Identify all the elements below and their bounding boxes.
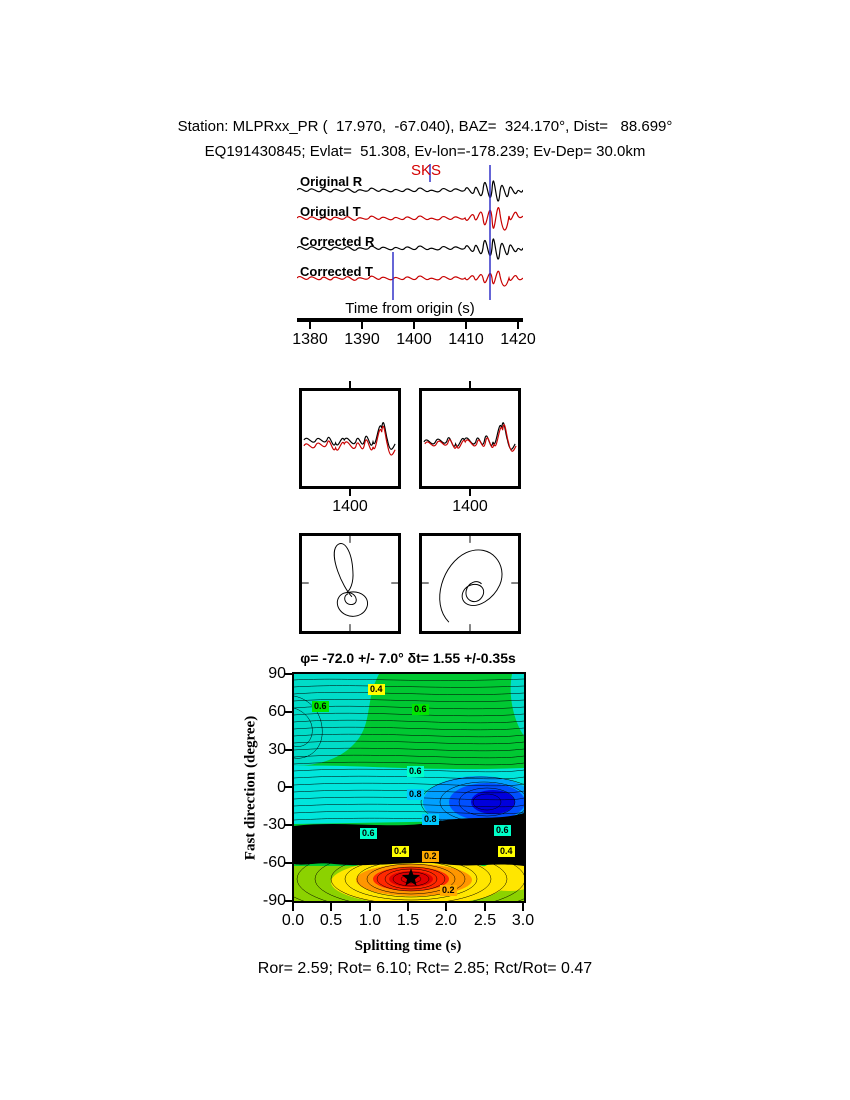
- station-info-line: Station: MLPRxx_PR ( 17.970, -67.040), B…: [177, 118, 673, 135]
- window-panel-original: [299, 388, 401, 489]
- waveform-xaxis-label: Time from origin (s): [345, 300, 475, 317]
- contour-level-label: 0.8: [422, 814, 439, 825]
- contour-level-label: 0.8: [407, 789, 424, 800]
- contour-level-label: 0.2: [440, 885, 457, 896]
- axis-tick: [284, 711, 292, 713]
- contour-ytick-label: 0: [277, 779, 286, 796]
- waveform-xaxis: [297, 318, 523, 322]
- event-info-line: EQ191430845; Evlat= 51.308, Ev-lon=-178.…: [204, 143, 646, 160]
- axis-tick: [413, 322, 415, 329]
- best-fit-star: [401, 868, 421, 886]
- trace-label-corrected-r: Corrected R: [300, 234, 375, 249]
- trace-label-original-r: Original R: [300, 174, 363, 189]
- axis-tick: [284, 862, 292, 864]
- axis-tick: [469, 489, 471, 496]
- hodogram-corrected: [422, 536, 518, 631]
- original-r-trace: [297, 180, 523, 202]
- contour-xtick-label: 0.0: [281, 912, 305, 929]
- corrected-r-trace: [297, 238, 523, 260]
- window-panel-corrected: [419, 388, 521, 489]
- contour-level-label: 0.6: [312, 701, 329, 712]
- axis-tick: [292, 903, 294, 911]
- waveform-xtick-label: 1410: [448, 331, 484, 348]
- axis-tick: [309, 322, 311, 329]
- corrected-t-trace: [297, 270, 523, 287]
- waveform-traces-plot: [297, 164, 523, 300]
- misfit-contour-plot: 0.4 0.6 0.6 0.6 0.8 0.8 0.6 0.6 0.4 0.4 0.2 0.2: [292, 672, 526, 903]
- statistics-line: Ror= 2.59; Rot= 6.10; Rct= 2.85; Rct/Rot…: [257, 960, 593, 977]
- contour-ytick-label: -30: [262, 816, 286, 833]
- waveform-xtick-label: 1390: [344, 331, 380, 348]
- particle-motion-corrected: [419, 533, 521, 634]
- contour-xtick-label: 2.0: [434, 912, 458, 929]
- contour-level-label: 0.4: [498, 846, 515, 857]
- particle-motion-curve: [333, 543, 368, 617]
- contour-xtick-label: 1.5: [396, 912, 420, 929]
- waveform-xtick-label: 1420: [500, 331, 536, 348]
- fast-trace: [303, 422, 396, 450]
- contour-level-label: 0.4: [368, 684, 385, 695]
- axis-tick: [522, 903, 524, 911]
- contour-xtick-label: 0.5: [319, 912, 343, 929]
- axis-tick: [484, 903, 486, 911]
- axis-tick: [284, 900, 292, 902]
- axis-tick: [469, 381, 471, 388]
- particle-motion-curve: [439, 549, 503, 623]
- fast-trace: [423, 422, 516, 450]
- axis-tick: [284, 824, 292, 826]
- axis-tick: [284, 673, 292, 675]
- window-tick-label-right: 1400: [452, 498, 488, 515]
- axis-tick: [349, 381, 351, 388]
- axis-tick: [349, 489, 351, 496]
- axis-tick: [407, 903, 409, 911]
- axis-tick: [465, 322, 467, 329]
- contour-xtick-label: 3.0: [511, 912, 535, 929]
- contour-ytick-label: 90: [268, 665, 286, 682]
- contour-ytick-label: 60: [268, 703, 286, 720]
- axis-tick: [284, 786, 292, 788]
- contour-level-label: 0.6: [494, 825, 511, 836]
- slow-trace: [424, 424, 517, 452]
- hodogram-original: [302, 536, 398, 631]
- trace-label-original-t: Original T: [300, 204, 361, 219]
- contour-level-label: 0.4: [392, 846, 409, 857]
- contour-ytick-label: -60: [262, 854, 286, 871]
- axis-tick: [284, 749, 292, 751]
- contour-ytick-label: -90: [262, 892, 286, 909]
- contour-level-label: 0.2: [422, 851, 439, 862]
- contour-level-label: 0.6: [412, 704, 429, 715]
- upper-contour-lines: [294, 678, 524, 828]
- axis-tick: [445, 903, 447, 911]
- trace-label-corrected-t: Corrected T: [300, 264, 373, 279]
- axis-tick: [361, 322, 363, 329]
- contour-title: φ= -72.0 +/- 7.0° δt= 1.55 +/-0.35s: [300, 650, 516, 666]
- window-traces-corrected: [423, 422, 517, 452]
- contour-ytick-label: 30: [268, 741, 286, 758]
- contour-xaxis-label: Splitting time (s): [354, 938, 462, 954]
- axis-tick: [330, 903, 332, 911]
- slow-trace: [303, 425, 396, 456]
- contour-xtick-label: 2.5: [473, 912, 497, 929]
- particle-motion-original: [299, 533, 401, 634]
- axis-tick: [369, 903, 371, 911]
- waveform-xtick-label: 1380: [292, 331, 328, 348]
- phase-label-sks: SKS: [411, 162, 442, 179]
- contour-level-label: 0.6: [360, 828, 377, 839]
- contour-label-layer: 0.4 0.6 0.6 0.6 0.8 0.8 0.6 0.6 0.4 0.4 0.2 0.2: [294, 674, 524, 901]
- original-t-trace: [297, 207, 523, 231]
- window-tick-label-left: 1400: [332, 498, 368, 515]
- contour-level-label: 0.6: [407, 766, 424, 777]
- axis-tick: [517, 322, 519, 329]
- contour-xtick-label: 1.0: [358, 912, 382, 929]
- window-traces-original: [303, 422, 396, 456]
- waveform-xtick-label: 1400: [396, 331, 432, 348]
